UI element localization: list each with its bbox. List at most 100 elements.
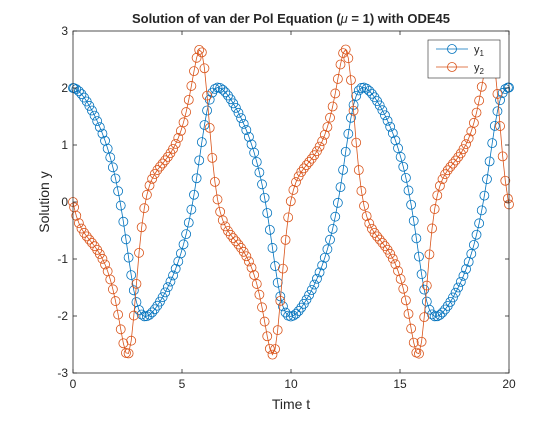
data-point-y2 — [403, 308, 414, 319]
data-point-y2 — [189, 66, 199, 77]
data-point-y2 — [280, 234, 291, 245]
data-point-y1 — [257, 179, 267, 190]
data-point-y2 — [369, 227, 380, 238]
data-point-y2 — [492, 89, 503, 99]
legend-marker-y1 — [447, 44, 457, 54]
data-point-y1 — [495, 95, 505, 106]
data-point-y1 — [346, 112, 356, 123]
data-point-y2 — [474, 95, 485, 106]
data-point-y2 — [304, 157, 314, 167]
data-point-y2 — [385, 248, 396, 259]
data-point-y2 — [115, 324, 126, 335]
data-point-y1 — [366, 88, 377, 99]
data-point-y1 — [492, 106, 503, 117]
data-point-y1 — [322, 244, 333, 255]
data-point-y1 — [416, 269, 427, 280]
chart-title-end: = 1) with ODE45 — [348, 11, 450, 26]
data-point-y1 — [364, 85, 375, 96]
data-point-y1 — [455, 276, 466, 287]
y-tick-label: 0 — [61, 195, 68, 209]
data-point-y1 — [194, 155, 205, 166]
data-point-y1 — [474, 218, 485, 229]
data-point-y1 — [100, 135, 110, 146]
data-point-y2 — [212, 194, 223, 205]
legend-marker-y2 — [447, 62, 457, 72]
data-point-y2 — [73, 218, 84, 229]
data-point-y2 — [335, 59, 346, 70]
data-point-y2 — [196, 47, 207, 58]
data-point-y1 — [186, 204, 197, 215]
data-point-y1 — [353, 85, 364, 96]
data-point-y1 — [343, 128, 354, 139]
data-point-y1 — [487, 138, 498, 149]
series-y1 — [68, 82, 514, 322]
y-tick-label: -3 — [57, 366, 68, 380]
data-point-y1 — [71, 84, 82, 95]
data-point-y1 — [390, 135, 401, 146]
data-point-y1 — [128, 285, 139, 296]
data-point-y2 — [110, 296, 121, 306]
data-point-y2 — [497, 151, 508, 162]
data-point-y2 — [147, 173, 158, 184]
data-point-y2 — [217, 215, 228, 226]
data-point-y1 — [228, 98, 239, 109]
data-point-y2 — [325, 112, 335, 123]
data-point-y1 — [330, 211, 341, 222]
data-point-y1 — [340, 146, 351, 157]
data-point-y2 — [272, 325, 283, 335]
data-point-y1 — [131, 297, 142, 307]
data-point-y2 — [317, 136, 328, 147]
data-point-y1 — [254, 167, 265, 178]
data-point-y2 — [244, 256, 254, 267]
data-point-y2 — [87, 237, 97, 248]
data-point-y2 — [406, 323, 417, 334]
data-point-y1 — [489, 120, 500, 131]
data-point-y2 — [338, 48, 349, 58]
data-point-y2 — [178, 117, 189, 128]
data-point-y2 — [424, 249, 435, 260]
x-tick-label: 0 — [70, 377, 77, 391]
data-point-y2 — [139, 203, 150, 214]
data-point-y2 — [377, 237, 388, 248]
data-point-y1 — [199, 120, 210, 130]
data-point-y1 — [147, 307, 158, 318]
x-tick-label: 15 — [393, 377, 407, 391]
data-point-y1 — [189, 189, 199, 200]
chart-title-start: Solution of van der Pol Equation ( — [132, 11, 341, 26]
data-point-y1 — [278, 301, 288, 312]
data-point-y1 — [429, 311, 440, 322]
data-point-y1 — [181, 229, 192, 240]
data-point-y2 — [448, 158, 458, 169]
data-point-y1 — [110, 173, 121, 184]
data-point-y2 — [340, 44, 351, 55]
data-point-y2 — [210, 176, 220, 187]
data-point-y2 — [107, 284, 118, 295]
data-point-y2 — [220, 221, 231, 232]
data-point-y1 — [217, 84, 228, 95]
data-point-y2 — [191, 52, 202, 63]
data-point-y2 — [291, 177, 301, 187]
data-point-y2 — [168, 143, 178, 154]
series-layer — [68, 44, 514, 360]
data-point-y2 — [416, 336, 427, 347]
data-point-y2 — [123, 348, 134, 359]
data-point-y1 — [304, 290, 314, 300]
data-point-y1 — [139, 311, 150, 322]
data-point-y2 — [155, 161, 165, 172]
data-point-y1 — [121, 234, 131, 245]
data-point-y1 — [165, 276, 176, 287]
data-point-y1 — [395, 152, 406, 162]
data-point-y1 — [291, 308, 301, 319]
data-point-y2 — [343, 53, 354, 64]
data-point-y1 — [327, 224, 338, 234]
data-point-y2 — [251, 279, 262, 289]
data-point-y2 — [359, 200, 369, 211]
data-point-y1 — [73, 86, 84, 97]
data-point-y1 — [196, 137, 207, 148]
data-point-y2 — [259, 316, 270, 327]
data-point-y1 — [210, 83, 220, 94]
data-point-y1 — [207, 87, 218, 98]
data-point-y1 — [241, 125, 252, 135]
data-point-y1 — [312, 273, 322, 284]
x-tick-label: 20 — [502, 377, 516, 391]
